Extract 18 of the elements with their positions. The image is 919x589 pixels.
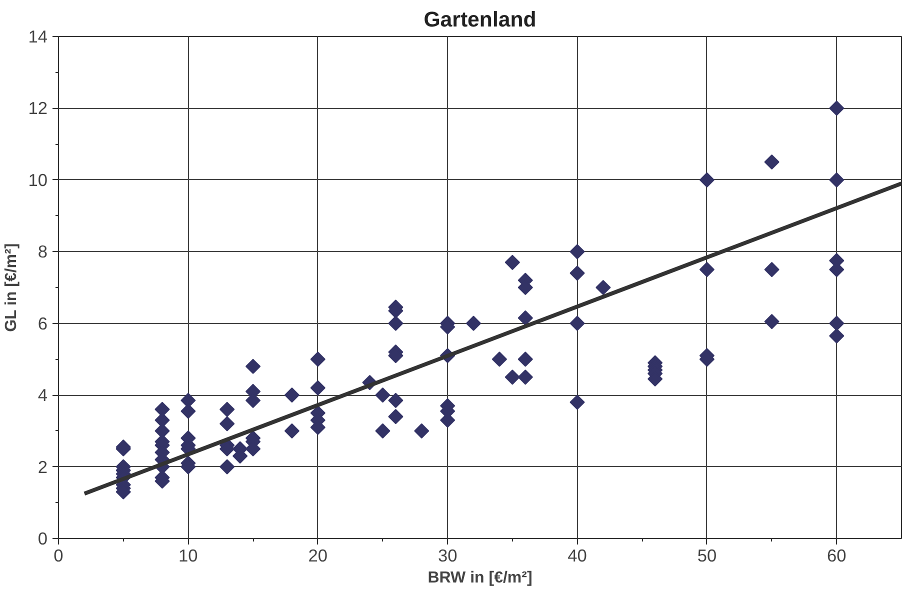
y-tick-label: 4 bbox=[38, 385, 48, 406]
x-tick-label: 50 bbox=[697, 546, 717, 566]
y-tick-label: 6 bbox=[38, 313, 48, 334]
y-tick-label: 14 bbox=[28, 26, 48, 46]
x-tick-label: 0 bbox=[54, 546, 64, 566]
x-tick-label: 10 bbox=[178, 546, 198, 566]
y-tick-label: 8 bbox=[38, 242, 48, 262]
x-tick-label: 60 bbox=[827, 546, 846, 566]
y-tick-label: 2 bbox=[38, 456, 48, 477]
y-tick-label: 0 bbox=[38, 528, 48, 548]
y-tick-label: 10 bbox=[28, 170, 48, 190]
x-tick-label: 40 bbox=[568, 546, 587, 566]
y-tick-label: 12 bbox=[28, 98, 48, 118]
x-axis-title: BRW in [€/m²] bbox=[428, 570, 532, 586]
chart-title: Gartenland bbox=[424, 8, 536, 32]
y-axis-title: GL in [€/m²] bbox=[3, 243, 20, 332]
x-tick-label: 30 bbox=[438, 546, 458, 566]
x-tick-label: 20 bbox=[308, 546, 328, 566]
